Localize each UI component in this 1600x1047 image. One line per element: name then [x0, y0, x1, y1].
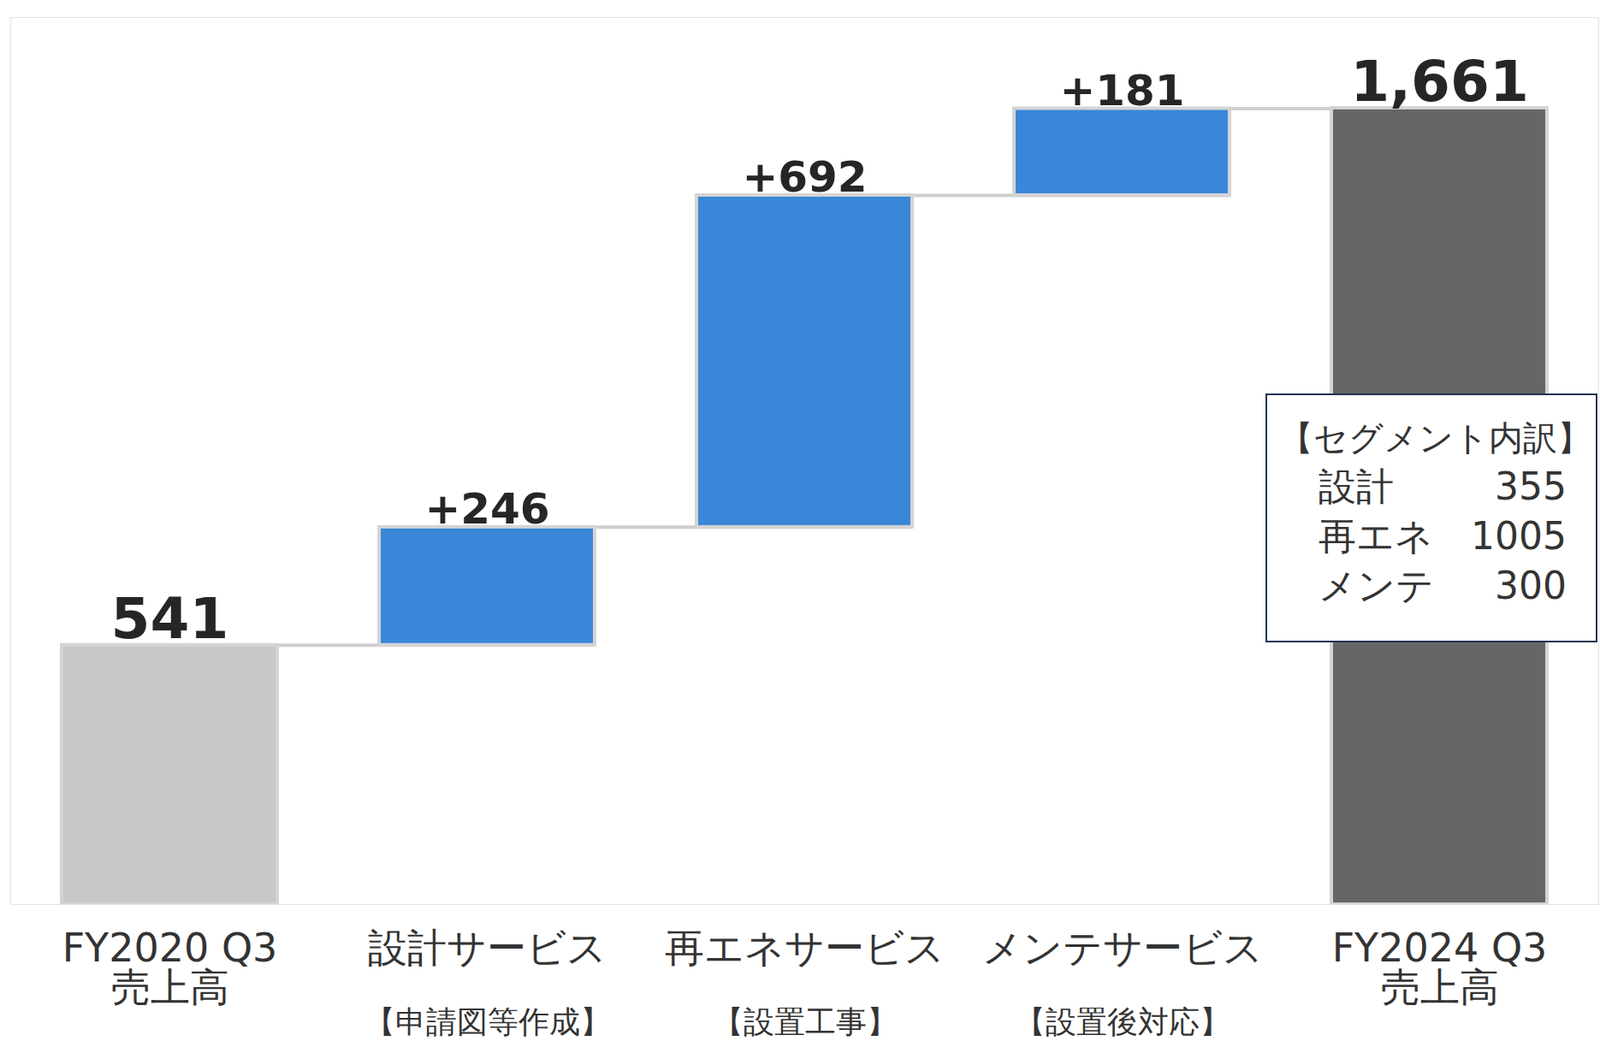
svg-text:+181: +181 — [1059, 65, 1185, 116]
svg-text:FY2020 Q3売上高: FY2020 Q3売上高 — [62, 924, 279, 1011]
html-text:メンテ: メンテ — [1318, 563, 1435, 608]
svg-text:【申請図等作成】: 【申請図等作成】 — [364, 1004, 611, 1040]
svg-text:メンテサービス: メンテサービス — [982, 924, 1263, 972]
svg-text:再エネサービス: 再エネサービス — [664, 924, 945, 972]
html-text:再エネ: 再エネ — [1318, 514, 1434, 558]
svg-text:541: 541 — [111, 586, 230, 652]
svg-text:設計サービス: 設計サービス — [367, 924, 607, 972]
svg-text:【設置工事】: 【設置工事】 — [712, 1004, 898, 1040]
html-text:設計: 設計 — [1318, 464, 1394, 509]
svg-text:【設置後対応】: 【設置後対応】 — [1014, 1004, 1231, 1040]
html-text:300: 300 — [1494, 563, 1567, 608]
svg-text:+692: +692 — [741, 152, 867, 202]
svg-text:FY2024 Q3売上高: FY2024 Q3売上高 — [1332, 924, 1548, 1011]
svg-text:+246: +246 — [424, 484, 550, 534]
svg-text:1,661: 1,661 — [1350, 48, 1529, 115]
html-text:355: 355 — [1494, 464, 1567, 509]
html-text:【セグメント内訳】: 【セグメント内訳】 — [1279, 418, 1592, 458]
html-text:1005: 1005 — [1470, 514, 1567, 558]
